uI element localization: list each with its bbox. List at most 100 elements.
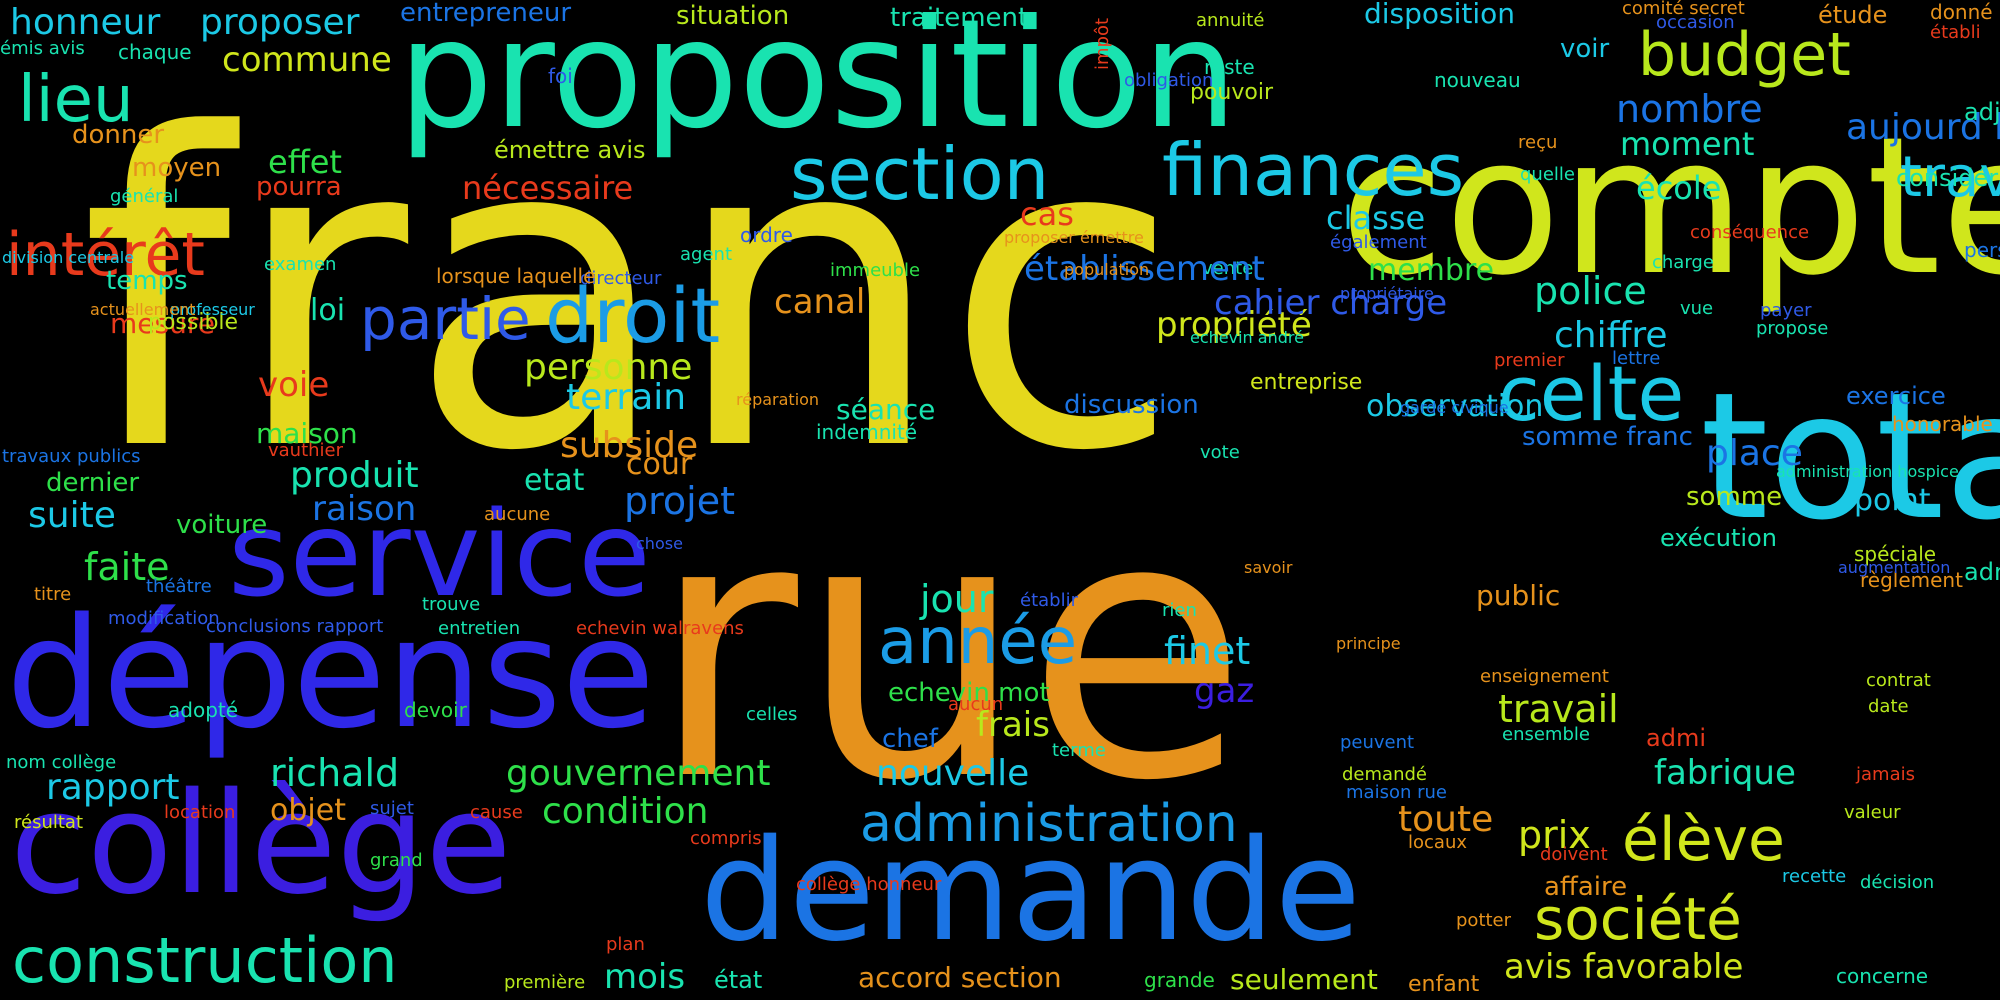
word-etablir: établir	[1020, 590, 1078, 611]
word-public: public	[1476, 579, 1561, 612]
word-devoir: devoir	[404, 698, 467, 722]
word-terme: terme	[1052, 740, 1106, 761]
word-voiture: voiture	[176, 510, 268, 540]
word-proposer: proposer	[200, 2, 360, 43]
word-observation: observation	[1366, 389, 1544, 424]
word-division-centrale: division centrale	[2, 248, 135, 267]
word-exercice: exercice	[1846, 382, 1946, 410]
word-personne: personne	[524, 347, 693, 388]
word-donner: donner	[72, 120, 165, 150]
word-chiffre: chiffre	[1554, 315, 1668, 356]
word-lettre: lettre	[1612, 348, 1661, 369]
word-etat-2: état	[714, 966, 763, 994]
word-richald: richald	[270, 751, 400, 795]
word-echevin-mot: echevin mot	[888, 678, 1050, 708]
word-subside: subside	[560, 425, 699, 466]
word-sujet: sujet	[370, 798, 414, 819]
word-moment: moment	[1620, 125, 1755, 163]
word-general: général	[110, 186, 179, 207]
word-doivent: doivent	[1540, 844, 1608, 865]
word-reparation: réparation	[736, 390, 820, 409]
word-considerable: considérable	[1896, 164, 2000, 192]
word-reste: reste	[1204, 55, 1255, 79]
word-etablissement: établissement	[1024, 249, 1265, 289]
word-vauthier: vauthier	[268, 440, 344, 461]
word-nouveau: nouveau	[1434, 68, 1521, 92]
word-lorsque-laquelle: lorsque laquelle	[436, 264, 596, 288]
word-aucun: aucun	[948, 694, 1004, 715]
word-recu: reçu	[1518, 132, 1558, 153]
word-grande: grande	[1144, 968, 1215, 992]
word-college: collège	[10, 763, 512, 926]
word-aujourd-hui: aujourd hui	[1846, 107, 2000, 148]
word-indemnite: indemnité	[816, 420, 918, 444]
word-quelle: quelle	[1520, 164, 1575, 185]
word-garde-civique: garde civique	[1400, 398, 1509, 417]
word-locaux: locaux	[1408, 832, 1468, 853]
word-nom-college: nom collège	[6, 752, 117, 773]
word-necessaire: nécessaire	[462, 169, 634, 207]
word-impot: impôt	[1092, 17, 1113, 70]
word-vente: vente	[1202, 258, 1254, 279]
word-demande-2: demandé	[1342, 764, 1427, 785]
word-mesure: mesure	[110, 307, 215, 340]
word-augmentation: augmentation	[1838, 558, 1951, 577]
word-enfant: enfant	[1408, 972, 1480, 997]
word-emettre-avis: émettre avis	[494, 136, 646, 164]
word-directeur: directeur	[580, 268, 662, 289]
word-honorable: honorable	[1892, 412, 1993, 436]
word-adjudication: adjudication	[1964, 98, 2000, 126]
word-proposer-emettre: proposer émettre	[1004, 228, 1144, 247]
word-interet: intérêt	[6, 220, 205, 290]
word-donne: donné	[1930, 0, 1993, 24]
word-theatre: théâtre	[146, 576, 212, 597]
word-section: section	[790, 132, 1050, 216]
word-conclusions-rapport: conclusions rapport	[206, 616, 384, 637]
word-etude: étude	[1818, 1, 1888, 29]
word-nouvelle: nouvelle	[876, 753, 1030, 794]
word-proprietaire: propriétaire	[1340, 284, 1434, 303]
word-accord-section: accord section	[858, 961, 1062, 994]
word-raison: raison	[312, 489, 417, 529]
word-reglement: règlement	[1860, 568, 1963, 592]
word-police: police	[1534, 269, 1647, 313]
word-principe: principe	[1336, 634, 1401, 653]
word-location: location	[164, 802, 236, 823]
word-trouve: trouve	[422, 594, 481, 615]
word-cas: cas	[1020, 195, 1074, 233]
word-peuvent: peuvent	[1340, 732, 1415, 753]
word-toute: toute	[1398, 799, 1494, 840]
word-possible: possible	[148, 310, 239, 335]
word-contrat: contrat	[1866, 670, 1931, 691]
word-population: population	[1064, 260, 1150, 279]
word-rien: rien	[1162, 600, 1197, 621]
word-travail: travail	[1498, 687, 1619, 731]
word-rue: rue	[650, 440, 1248, 859]
word-seance: séance	[836, 393, 936, 426]
word-resultat: résultat	[14, 812, 84, 833]
word-honneur: honneur	[10, 2, 161, 43]
word-temps: temps	[106, 266, 188, 296]
word-ordre: ordre	[740, 223, 793, 247]
word-partie: partie	[360, 285, 531, 353]
word-depense: dépense	[6, 585, 656, 762]
word-proposition: proposition	[398, 0, 1238, 162]
word-valeur: valeur	[1844, 802, 1901, 823]
word-cause: cause	[470, 802, 523, 823]
word-compris: compris	[690, 828, 762, 849]
word-lieu: lieu	[18, 63, 134, 137]
word-franc: franc	[80, 45, 1181, 545]
word-actuellement: actuellement	[90, 300, 196, 319]
word-mois: mois	[604, 957, 686, 997]
word-commune: commune	[222, 40, 392, 80]
word-pourra: pourra	[256, 172, 342, 202]
word-gaz: gaz	[1194, 671, 1255, 711]
word-voir: voir	[1560, 34, 1610, 64]
word-obligation: obligation	[1124, 70, 1214, 91]
word-jour: jour	[920, 577, 994, 621]
word-aucune: aucune	[484, 504, 551, 525]
word-administration-communale: administration communale	[1964, 558, 2000, 586]
word-echevin-walravens: echevin walravens	[576, 618, 744, 639]
word-somme: somme	[1686, 482, 1783, 512]
